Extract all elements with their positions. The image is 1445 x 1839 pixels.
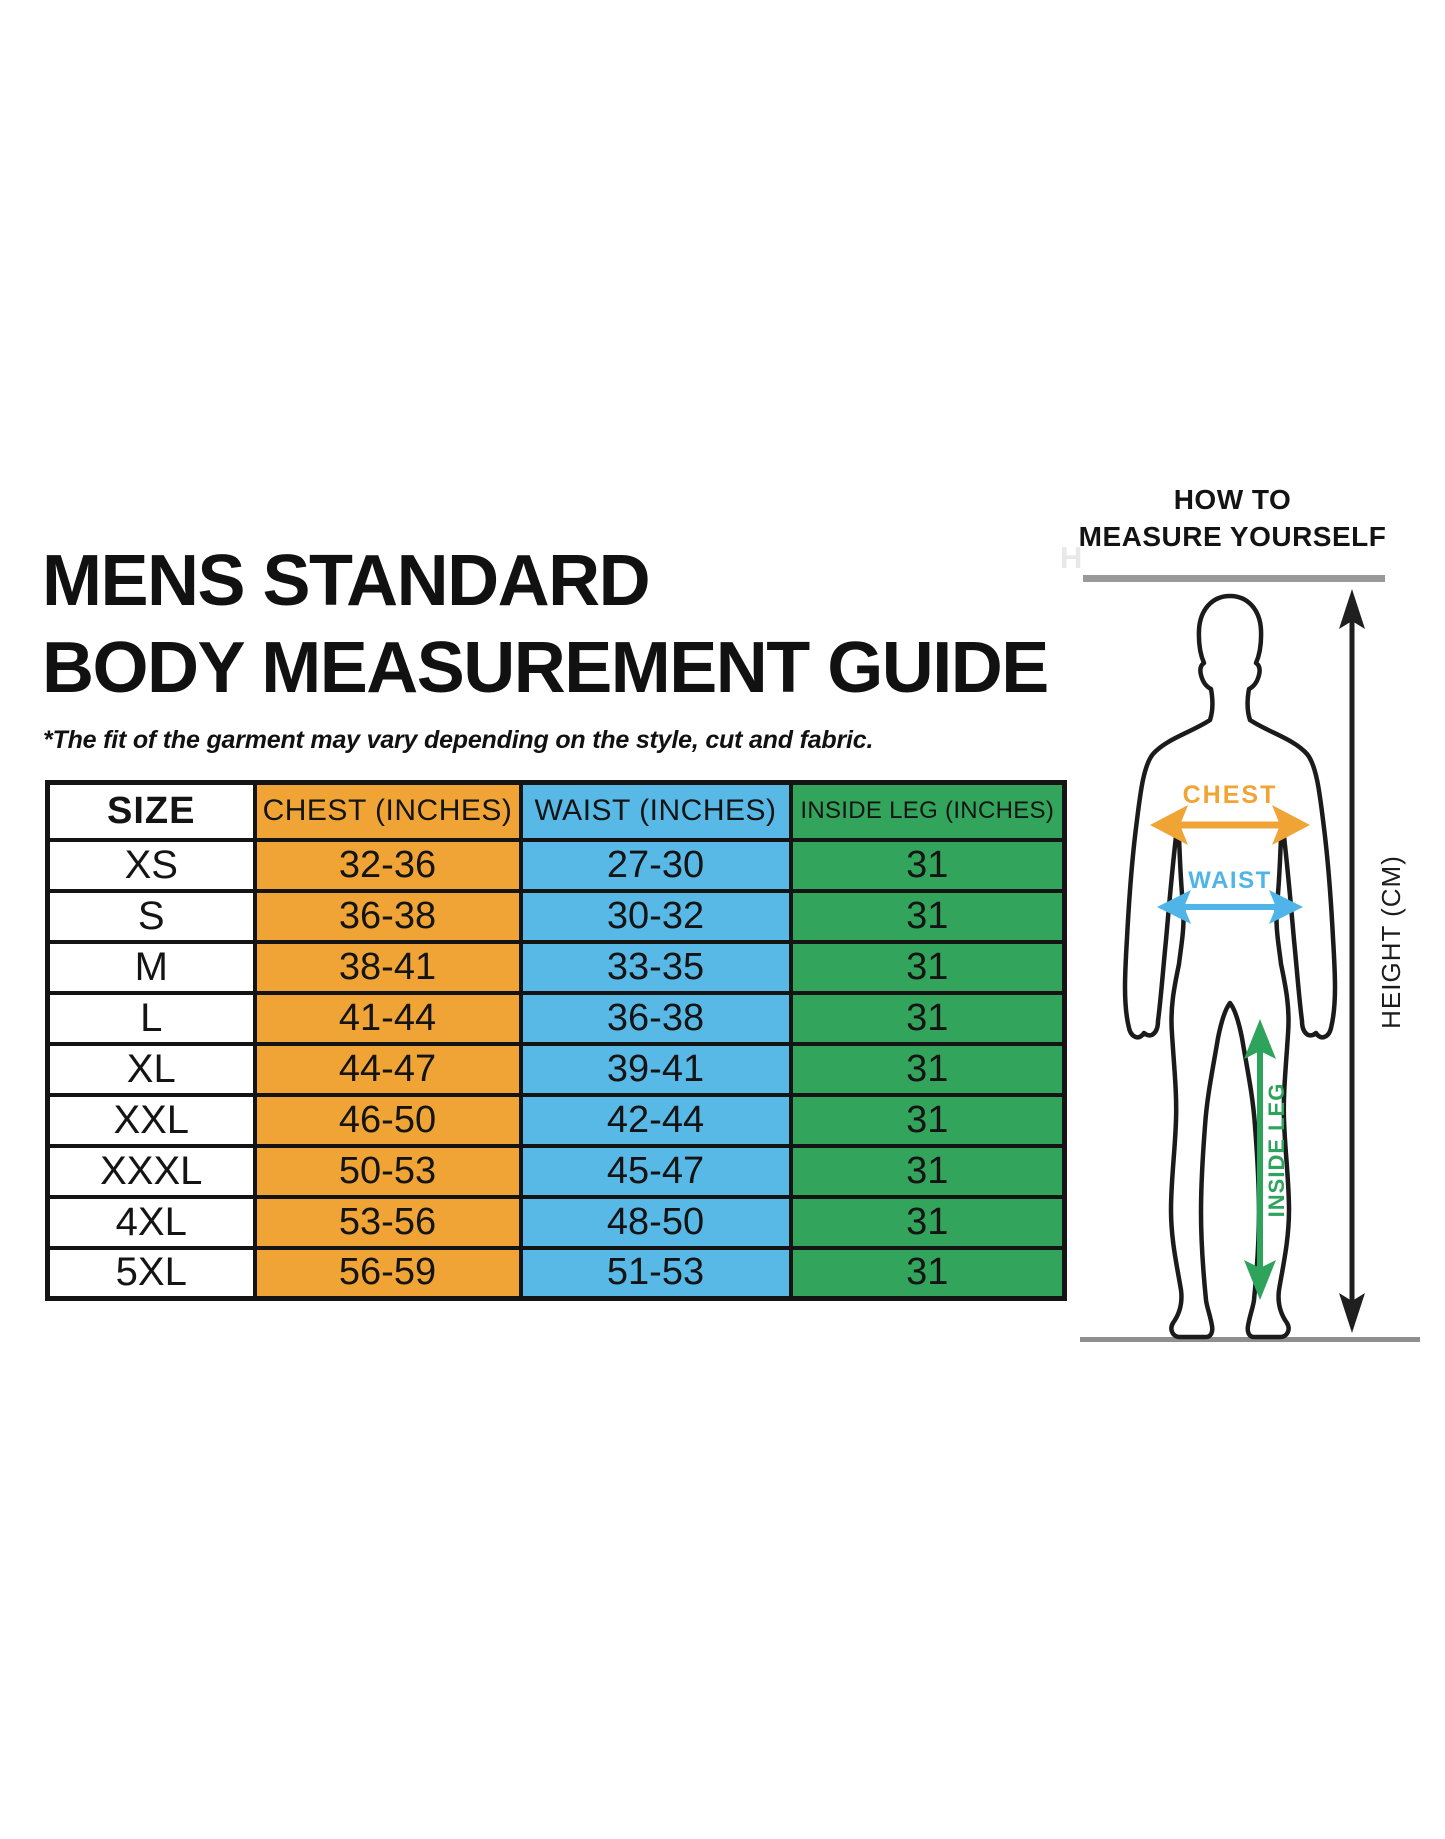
cell-chest: 32-36 (252, 837, 523, 893)
cell-inside-leg: 31 (788, 1245, 1067, 1301)
cell-waist: 51-53 (518, 1245, 793, 1301)
cell-size: 5XL (45, 1245, 257, 1301)
cell-waist: 45-47 (518, 1143, 793, 1199)
cell-inside-leg: 31 (788, 1194, 1067, 1250)
column-header-inside-leg: INSIDE LEG (INCHES) (788, 780, 1067, 842)
height-label: HEIGHT (CM) (1376, 855, 1406, 1029)
cell-size: XL (45, 1041, 257, 1097)
cell-waist: 27-30 (518, 837, 793, 893)
cell-waist: 39-41 (518, 1041, 793, 1097)
cell-chest: 38-41 (252, 939, 523, 995)
cell-chest: 41-44 (252, 990, 523, 1046)
table-row: L 41-44 36-38 31 (45, 990, 1067, 1046)
cell-inside-leg: 31 (788, 1143, 1067, 1199)
cell-size: M (45, 939, 257, 995)
body-silhouette (1122, 593, 1338, 1340)
table-row: M 38-41 33-35 31 (45, 939, 1067, 995)
table-row: XXL 46-50 42-44 31 (45, 1092, 1067, 1148)
cell-inside-leg: 31 (788, 1092, 1067, 1148)
cell-size: L (45, 990, 257, 1046)
height-arrow (1339, 589, 1365, 1333)
cell-inside-leg: 31 (788, 1041, 1067, 1097)
column-header-size: SIZE (45, 780, 257, 842)
cell-inside-leg: 31 (788, 990, 1067, 1046)
cell-size: XXXL (45, 1143, 257, 1199)
measure-heading-line-2: MEASURE YOURSELF (1078, 521, 1387, 552)
table-row: 5XL 56-59 51-53 31 (45, 1245, 1067, 1301)
title-line-2: BODY MEASUREMENT GUIDE (42, 628, 1049, 708)
inside-leg-label: INSIDE LEG (1264, 1083, 1289, 1218)
cell-inside-leg: 31 (788, 888, 1067, 944)
watermark-letter: H (1060, 540, 1083, 575)
cell-chest: 46-50 (252, 1092, 523, 1148)
table-row: 4XL 53-56 48-50 31 (45, 1194, 1067, 1250)
waist-label: WAIST (1188, 867, 1272, 894)
cell-size: XXL (45, 1092, 257, 1148)
ground-line (1080, 1337, 1420, 1342)
table-header-row: SIZE CHEST (INCHES) WAIST (INCHES) INSID… (45, 780, 1067, 842)
measure-heading-line-1: HOW TO (1173, 484, 1292, 515)
cell-chest: 53-56 (252, 1194, 523, 1250)
page-title: MENS STANDARD BODY MEASUREMENT GUIDE (42, 538, 1049, 712)
waist-arrow (1157, 890, 1303, 924)
cell-waist: 30-32 (518, 888, 793, 944)
cell-chest: 50-53 (252, 1143, 523, 1199)
cell-chest: 36-38 (252, 888, 523, 944)
table-row: XXXL 50-53 45-47 31 (45, 1143, 1067, 1199)
cell-waist: 42-44 (518, 1092, 793, 1148)
table-row: S 36-38 30-32 31 (45, 888, 1067, 944)
heading-underline (1083, 575, 1385, 582)
column-header-chest: CHEST (INCHES) (252, 780, 523, 842)
cell-chest: 56-59 (252, 1245, 523, 1301)
cell-waist: 36-38 (518, 990, 793, 1046)
column-header-waist: WAIST (INCHES) (518, 780, 793, 842)
table-row: XL 44-47 39-41 31 (45, 1041, 1067, 1097)
cell-chest: 44-47 (252, 1041, 523, 1097)
title-line-1: MENS STANDARD (42, 541, 651, 621)
cell-size: 4XL (45, 1194, 257, 1250)
measure-guide-heading: HOW TO MEASURE YOURSELF (1055, 481, 1410, 555)
cell-waist: 33-35 (518, 939, 793, 995)
table-row: XS 32-36 27-30 31 (45, 837, 1067, 893)
chest-label: CHEST (1183, 781, 1278, 809)
inside-leg-arrow (1244, 1019, 1276, 1300)
chest-arrow (1150, 805, 1310, 845)
cell-size: S (45, 888, 257, 944)
cell-size: XS (45, 837, 257, 893)
cell-waist: 48-50 (518, 1194, 793, 1250)
fit-disclaimer-note: *The fit of the garment may vary dependi… (43, 726, 874, 754)
measure-figure: HEIGHT (CM) CHEST WAIST INSIDE LEG (1080, 575, 1420, 1342)
size-table: SIZE CHEST (INCHES) WAIST (INCHES) INSID… (45, 780, 1067, 1301)
cell-inside-leg: 31 (788, 837, 1067, 893)
cell-inside-leg: 31 (788, 939, 1067, 995)
